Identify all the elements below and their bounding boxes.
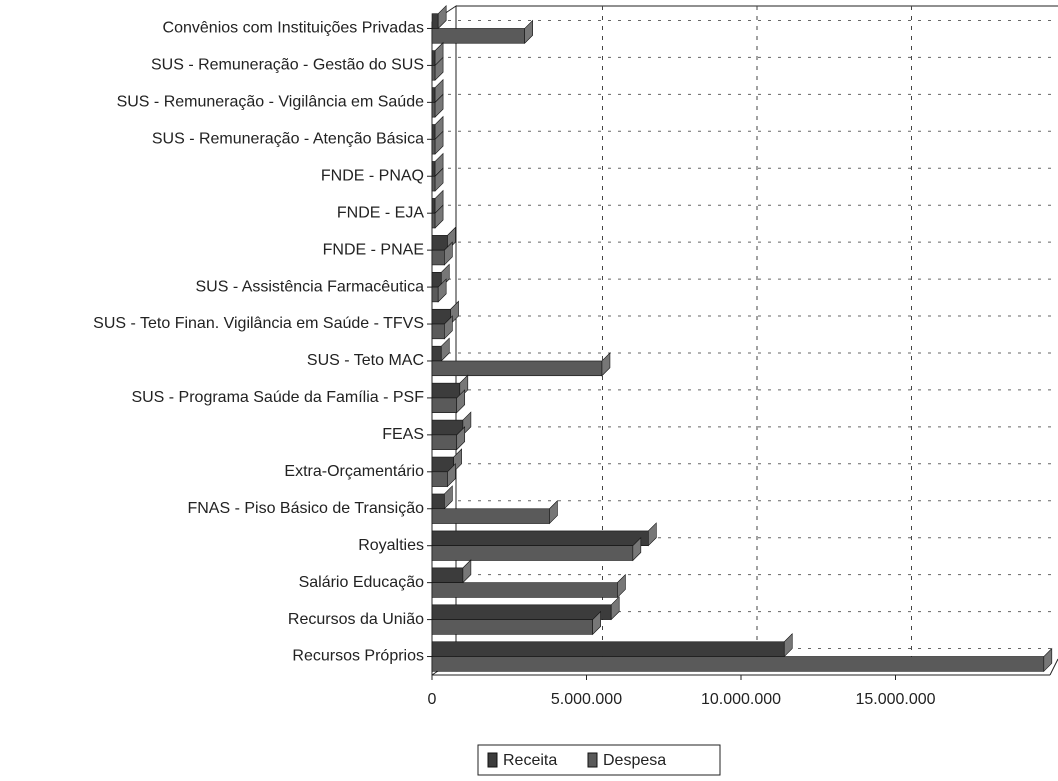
bar-side [610, 596, 620, 621]
legend-swatch [587, 752, 598, 768]
legend-swatch [487, 752, 498, 768]
bar-side [447, 226, 456, 251]
y-tick-label: SUS - Teto Finan. Vigilância em Saúde - … [93, 315, 424, 332]
bar-side [444, 315, 453, 340]
y-tick-label: Recursos Próprios [292, 648, 424, 665]
bar-side [444, 241, 453, 266]
bar [431, 65, 436, 81]
y-tick-label: SUS - Remuneração - Vigilância em Saúde [117, 94, 425, 111]
bar [431, 530, 649, 546]
bar [431, 434, 458, 450]
bar-side [592, 610, 601, 636]
y-tick-label: Recursos da União [288, 611, 424, 628]
bar [431, 50, 436, 66]
y-tick-label: FNDE - PNAQ [321, 167, 424, 184]
legend-box [477, 744, 721, 776]
y-tick-label: FEAS [382, 426, 424, 443]
bar [431, 87, 436, 103]
legend-label: Despesa [603, 752, 666, 769]
bar-side [617, 573, 626, 599]
bar-side [434, 56, 444, 81]
bar-side [524, 19, 534, 44]
x-tick-label: 15.000.000 [855, 691, 935, 708]
bar-side [459, 374, 469, 399]
bar-side [434, 130, 444, 155]
bar-side [601, 352, 611, 377]
bar [431, 508, 550, 524]
bar-side [440, 337, 450, 362]
bar-side [434, 167, 444, 192]
bar [431, 397, 458, 413]
bar [431, 272, 442, 288]
y-tick-label: SUS - Programa Saúde da Família - PSF [131, 389, 424, 406]
bar [431, 641, 785, 657]
bar [431, 493, 445, 510]
bar [431, 124, 436, 140]
bar [431, 198, 436, 214]
y-tick-label: FNAS - Piso Básico de Transição [187, 500, 424, 517]
bar [431, 28, 525, 44]
bar [431, 286, 439, 303]
bar-side [1043, 647, 1053, 673]
x-tick-label: 5.000.000 [551, 691, 622, 708]
bar [431, 582, 618, 598]
bar [431, 13, 439, 29]
y-tick-label: Royalties [358, 537, 424, 554]
bar-side [440, 263, 450, 288]
y-tick-label: SUS - Assistência Farmacêutica [195, 278, 424, 295]
y-tick-label: SUS - Remuneração - Atenção Básica [152, 131, 424, 148]
bar [431, 249, 445, 266]
bar [431, 102, 436, 118]
bar [431, 161, 436, 177]
bar-side [434, 93, 444, 118]
bar-side [647, 522, 657, 547]
bar-side [447, 463, 456, 488]
x-tick-label: 0 [428, 691, 437, 708]
bar-side [549, 500, 558, 525]
bar [431, 567, 464, 583]
y-tick-label: FNDE - PNAE [323, 241, 424, 258]
bar [431, 619, 593, 635]
bar [431, 212, 436, 229]
bar [431, 382, 461, 399]
y-tick-label: Salário Educação [299, 574, 425, 591]
bar-side [434, 204, 444, 229]
y-tick-label: Extra-Orçamentário [284, 463, 424, 480]
bar-side [437, 278, 447, 303]
bar [431, 545, 634, 561]
bar-side [632, 536, 642, 562]
bar-side [444, 485, 453, 510]
bar [431, 360, 603, 377]
bar [431, 471, 448, 487]
bar [431, 345, 442, 362]
floor-edge [1049, 658, 1058, 676]
bar [431, 419, 464, 436]
bar [431, 235, 448, 251]
bar [431, 139, 436, 155]
y-tick-label: FNDE - EJA [337, 204, 424, 221]
x-tick-label: 10.000.000 [701, 691, 781, 708]
bar [431, 656, 1045, 672]
bar-side [462, 559, 472, 584]
bar [431, 175, 436, 192]
legend-label: Receita [503, 752, 557, 769]
bar-side [783, 633, 793, 658]
bar-side [437, 4, 447, 30]
y-tick-label: Convênios com Instituições Privadas [163, 20, 424, 37]
bar [431, 323, 445, 340]
y-tick-label: SUS - Teto MAC [307, 352, 424, 369]
bar-side [456, 389, 466, 414]
bar-side [456, 426, 466, 451]
y-tick-label: SUS - Remuneração - Gestão do SUS [151, 57, 424, 74]
bar [431, 604, 612, 620]
